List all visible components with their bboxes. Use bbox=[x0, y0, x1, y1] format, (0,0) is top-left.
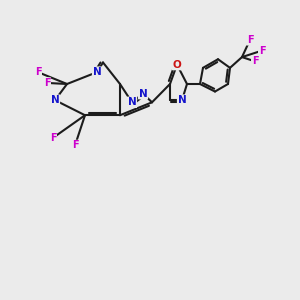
Text: F: F bbox=[252, 56, 258, 66]
Text: O: O bbox=[172, 60, 182, 70]
Text: F: F bbox=[50, 133, 56, 143]
Text: N: N bbox=[51, 95, 59, 105]
Text: N: N bbox=[128, 97, 136, 107]
Text: F: F bbox=[44, 78, 50, 88]
Text: N: N bbox=[93, 67, 101, 77]
Text: F: F bbox=[72, 140, 78, 150]
Text: F: F bbox=[247, 35, 253, 45]
Text: N: N bbox=[178, 95, 186, 105]
Text: F: F bbox=[35, 67, 41, 77]
Text: F: F bbox=[259, 46, 265, 56]
Text: N: N bbox=[139, 89, 147, 99]
